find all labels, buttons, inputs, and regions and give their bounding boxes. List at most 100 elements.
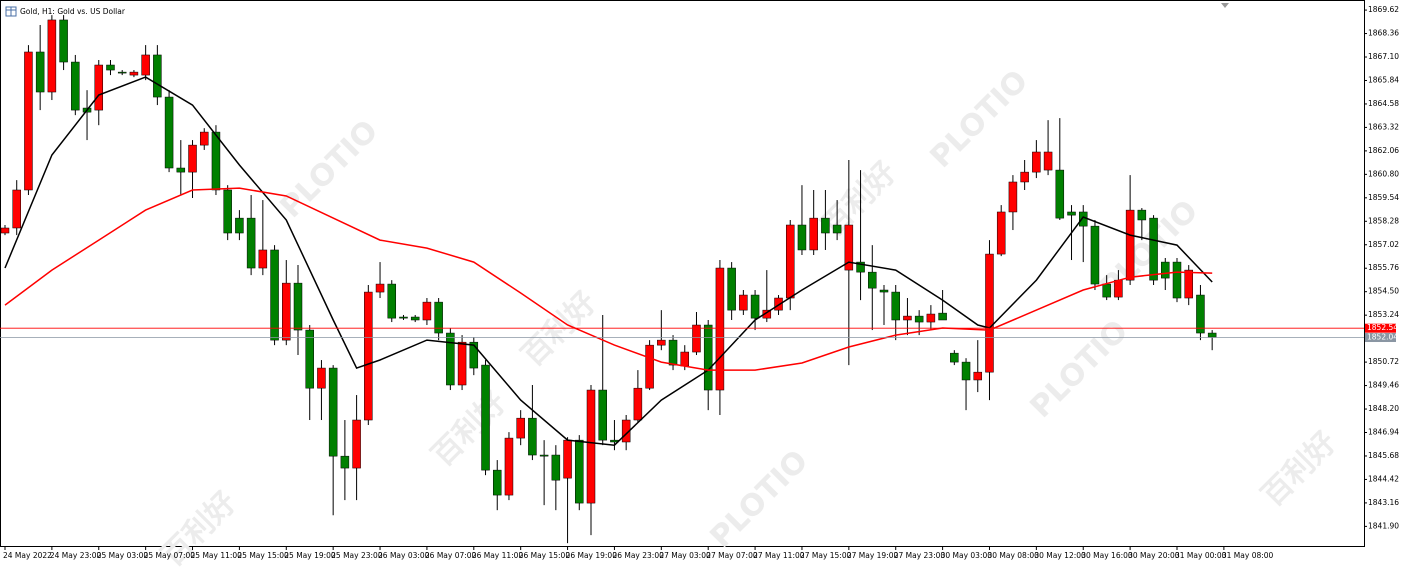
candle-body	[551, 454, 561, 481]
moving-average	[4, 187, 1213, 371]
candle-body	[457, 341, 467, 386]
candle-body	[1125, 209, 1135, 281]
candle-body	[727, 267, 736, 311]
y-tick-label: 1859.54	[1368, 193, 1399, 202]
x-tick-label: 24 May 23:00	[50, 551, 102, 560]
y-tick-label: 1864.58	[1368, 99, 1399, 108]
candle-body	[246, 217, 256, 269]
candle-body	[891, 291, 900, 321]
candle-body	[563, 439, 572, 479]
shift-marker	[1221, 3, 1229, 8]
y-tick-label: 1862.06	[1368, 146, 1399, 155]
candle-body	[35, 51, 45, 93]
candle-body	[1043, 151, 1053, 171]
candle-body	[188, 144, 197, 173]
candle-body	[868, 271, 877, 289]
x-tick-label: 30 May 03:00	[941, 551, 993, 560]
candle-body	[141, 54, 150, 76]
candle-body	[1020, 171, 1029, 183]
candle-body	[481, 364, 490, 471]
candle-body	[797, 224, 807, 251]
candle-body	[258, 249, 268, 269]
candle-body	[762, 309, 772, 319]
candle-body	[305, 329, 314, 389]
price-tag-label: 1852.54	[1367, 323, 1398, 332]
x-tick-label: 26 May 19:00	[566, 551, 618, 560]
price-tag-label: 1852.04	[1367, 333, 1398, 342]
y-tick-label: 1843.16	[1368, 498, 1399, 507]
candle-body	[903, 315, 912, 321]
y-tick-label: 1869.62	[1368, 5, 1399, 14]
y-tick-label: 1868.36	[1368, 29, 1399, 38]
candle-body	[199, 131, 209, 146]
y-tick-label: 1853.24	[1368, 310, 1399, 319]
symbol-icon	[5, 6, 17, 17]
candle-body	[1008, 181, 1018, 213]
candle-body	[469, 341, 479, 369]
candle-body	[270, 249, 279, 341]
x-tick-label: 30 May 20:00	[1128, 551, 1180, 560]
y-tick-label: 1867.10	[1368, 52, 1399, 61]
y-tick-label: 1860.80	[1368, 169, 1399, 178]
candle-body	[1114, 279, 1123, 298]
candle-body	[680, 351, 690, 367]
x-tick-label: 27 May 11:00	[753, 551, 805, 560]
candle-body	[879, 289, 889, 293]
candle-body	[399, 316, 408, 319]
x-tick-label: 24 May 2022	[3, 551, 52, 560]
candle-body	[164, 96, 174, 169]
candle-body	[1172, 261, 1182, 299]
candle-body	[821, 217, 830, 234]
candle-body	[176, 167, 186, 173]
candle-body	[1090, 225, 1100, 285]
candle-body	[71, 61, 80, 111]
candle-body	[24, 51, 33, 191]
candle-body	[985, 253, 994, 373]
candle-body	[1149, 217, 1158, 281]
candle-body	[352, 419, 361, 469]
x-tick-label: 25 May 15:00	[237, 551, 289, 560]
candle-body	[950, 352, 959, 363]
x-tick-label: 26 May 23:00	[612, 551, 664, 560]
candle-body	[645, 344, 654, 389]
y-tick-label: 1845.68	[1368, 451, 1399, 460]
candle-body	[223, 189, 232, 234]
y-tick-label: 1865.84	[1368, 75, 1399, 84]
x-tick-label: 26 May 15:00	[519, 551, 571, 560]
candle-body	[12, 189, 21, 229]
y-tick-label: 1857.02	[1368, 240, 1399, 249]
x-tick-label: 30 May 08:00	[987, 551, 1039, 560]
candle-body	[446, 332, 455, 386]
y-tick-label: 1844.42	[1368, 474, 1399, 483]
x-tick-label: 26 May 07:00	[425, 551, 477, 560]
candle-body	[703, 324, 713, 391]
candle-body	[1067, 211, 1076, 216]
y-tick-label: 1846.94	[1368, 428, 1399, 437]
candle-body	[1184, 269, 1193, 299]
y-tick-label: 1854.50	[1368, 287, 1399, 296]
candle-body	[633, 387, 643, 421]
candle-body	[106, 64, 115, 71]
candle-body	[117, 71, 127, 74]
x-tick-label: 31 May 00:00	[1175, 551, 1227, 560]
x-tick-label: 27 May 15:00	[800, 551, 852, 560]
candle-body	[692, 324, 701, 353]
candle-body	[739, 294, 748, 311]
candle-body	[317, 367, 326, 389]
candle-body	[1055, 169, 1065, 219]
candle-body	[434, 301, 443, 334]
candle-body	[668, 339, 678, 366]
candle-body	[340, 455, 350, 469]
candle-body	[539, 454, 549, 457]
candle-body	[914, 315, 924, 323]
candle-body	[1137, 209, 1147, 221]
y-tick-label: 1850.72	[1368, 357, 1399, 366]
candle-body	[832, 224, 842, 234]
candle-body	[715, 267, 725, 391]
x-tick-label: 25 May 19:00	[284, 551, 336, 560]
x-tick-label: 26 May 03:00	[378, 551, 430, 560]
y-tick-label: 1855.76	[1368, 263, 1399, 272]
candle-body	[153, 54, 162, 98]
candle-body	[961, 361, 971, 381]
candle-body	[1102, 283, 1111, 298]
